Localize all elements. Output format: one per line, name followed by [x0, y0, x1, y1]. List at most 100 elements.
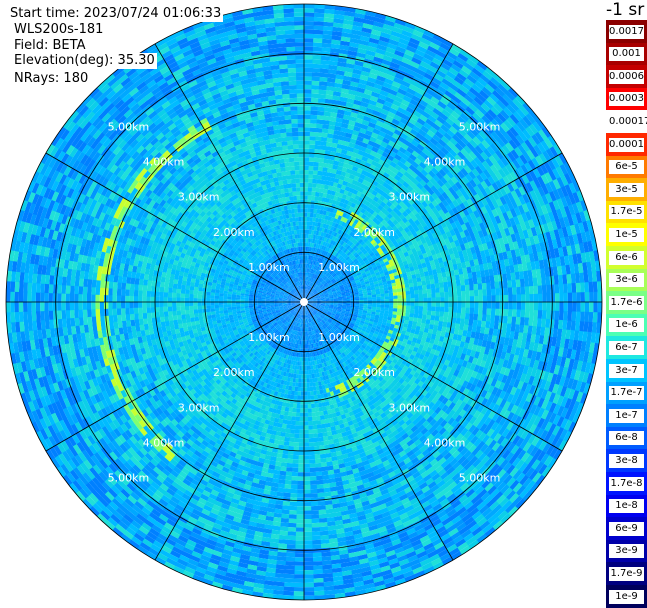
ppi-cell — [313, 170, 318, 175]
ppi-cell — [534, 302, 538, 311]
ppi-cell — [304, 102, 311, 106]
ppi-cell — [423, 298, 427, 303]
ppi-cell — [414, 286, 419, 291]
ppi-cell — [313, 43, 323, 48]
ppi-cell — [397, 295, 402, 299]
ppi-cell — [309, 145, 315, 150]
ppi-cell — [313, 38, 323, 43]
ppi-cell — [311, 111, 318, 116]
ppi-cell — [444, 302, 448, 307]
ppi-cell — [474, 302, 478, 308]
ppi-cell — [550, 276, 555, 286]
ppi-cell — [541, 319, 546, 328]
ppi-cell — [311, 89, 319, 94]
ppi-cell — [322, 128, 329, 133]
ppi-cell — [579, 321, 584, 332]
ppi-cell — [542, 310, 547, 319]
ppi-cell — [401, 291, 406, 295]
ppi-cell — [321, 133, 328, 138]
ppi-cell — [414, 294, 419, 298]
ppi-cell — [537, 318, 542, 327]
ppi-cell — [572, 302, 577, 312]
ppi-cell — [459, 274, 464, 281]
ppi-cell — [419, 298, 423, 302]
ppi-cell — [496, 295, 500, 302]
ppi-cell — [318, 98, 326, 103]
ppi-cell — [507, 316, 512, 324]
ppi-cell — [583, 272, 588, 283]
ppi-cell — [508, 302, 512, 310]
ppi-cell — [364, 298, 368, 301]
ppi-cell — [491, 289, 496, 296]
ppi-cell — [376, 302, 380, 305]
ppi-cell — [512, 280, 517, 288]
ppi-cell — [575, 273, 580, 283]
ppi-cell — [311, 204, 315, 209]
ppi-cell — [309, 162, 314, 167]
ppi-cell — [593, 312, 598, 323]
ppi-cell — [396, 285, 401, 289]
ppi-cell — [487, 289, 492, 296]
ppi-cell — [304, 55, 313, 59]
ppi-cell — [304, 221, 307, 225]
ppi-cell — [575, 321, 580, 331]
ppi-cell — [506, 273, 511, 281]
ppi-cell — [389, 308, 394, 312]
ppi-cell — [448, 307, 453, 313]
ppi-cell — [478, 290, 483, 297]
ppi-cell — [432, 302, 436, 307]
ppi-cell — [304, 153, 310, 157]
ppi-cell — [389, 302, 393, 305]
ppi-cell — [313, 47, 323, 52]
ppi-cell — [502, 323, 507, 331]
ppi-cell — [385, 305, 389, 308]
ppi-cell — [513, 295, 517, 303]
ppi-cell — [511, 317, 516, 325]
ppi-cell — [538, 302, 542, 311]
ppi-cell — [438, 321, 443, 327]
ppi-cell — [308, 179, 313, 184]
ppi-cell — [546, 285, 551, 294]
ppi-cell — [507, 280, 512, 288]
ppi-cell — [513, 302, 517, 310]
ppi-cell — [355, 298, 359, 300]
ppi-cell — [550, 319, 555, 329]
ppi-cell — [359, 296, 364, 298]
ppi-cell — [316, 128, 323, 133]
ppi-cell — [326, 142, 333, 147]
ppi-cell — [456, 318, 461, 324]
ppi-cell — [530, 294, 534, 302]
ppi-cell — [393, 289, 398, 293]
ppi-cell — [304, 119, 311, 123]
ppi-cell — [478, 302, 482, 309]
ppi-cell — [347, 299, 351, 301]
ppi-cell — [427, 293, 431, 298]
ppi-cell — [427, 289, 432, 294]
ppi-cell — [421, 281, 426, 286]
ppi-cell — [485, 321, 490, 328]
ppi-cell — [323, 22, 334, 27]
ppi-cell — [325, 146, 331, 151]
ppi-cell — [304, 136, 310, 140]
ppi-cell — [308, 196, 312, 201]
ppi-cell — [311, 85, 319, 90]
ppi-cell — [520, 279, 525, 287]
ppi-cell — [555, 284, 560, 294]
ppi-cell — [538, 310, 543, 319]
ppi-cell — [307, 213, 310, 217]
ppi-cell — [481, 321, 486, 328]
ppi-cell — [410, 298, 414, 302]
ppi-cell — [316, 124, 323, 129]
ppi-cell — [393, 296, 397, 300]
ppi-cell — [423, 306, 428, 311]
ppi-cell — [440, 287, 445, 292]
ppi-cell — [567, 311, 572, 321]
ppi-cell — [312, 64, 321, 69]
ppi-cell — [319, 77, 328, 82]
ppi-cell — [559, 311, 564, 321]
ppi-cell — [322, 171, 327, 176]
ppi-cell — [585, 302, 589, 313]
ppi-cell — [563, 284, 568, 294]
ppi-cell — [564, 302, 568, 312]
ppi-cell — [469, 284, 474, 291]
